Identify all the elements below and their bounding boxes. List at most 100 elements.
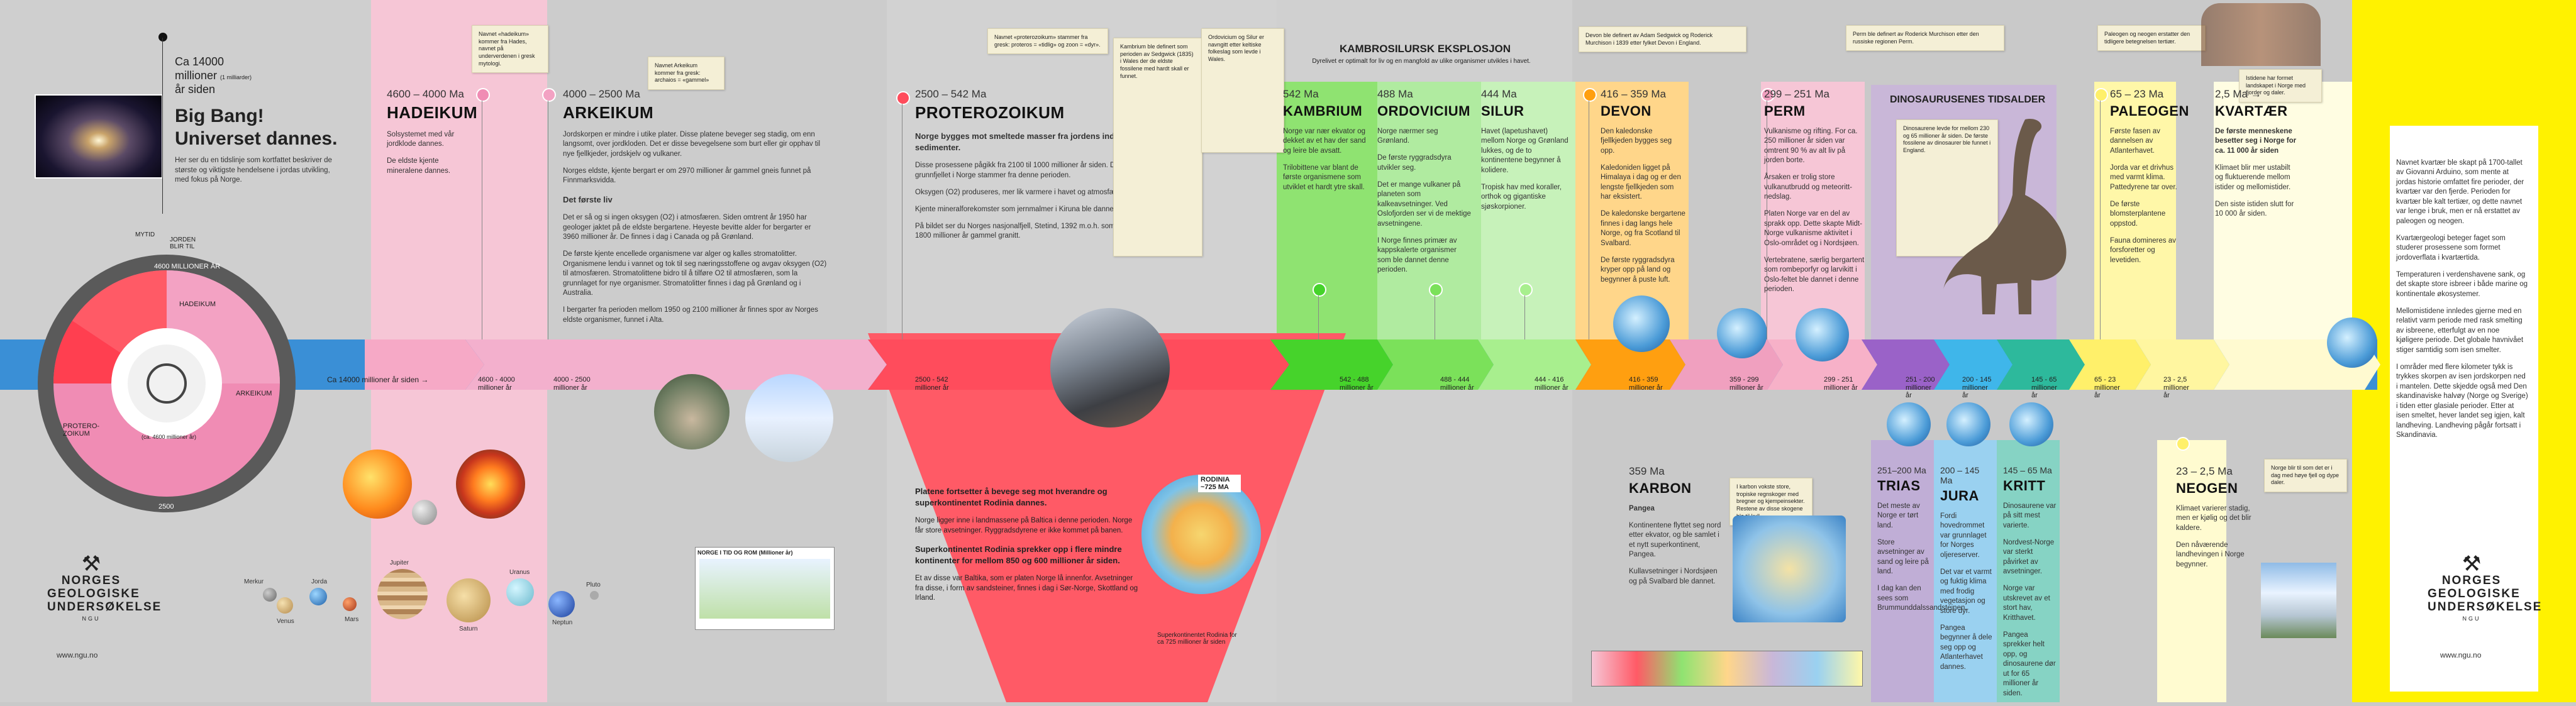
kambrium-title: KAMBRIUM: [1283, 103, 1363, 119]
arrow-proterozoikum: 2500 - 542 millioner år: [915, 376, 949, 392]
kritt-ma: 145 – 65 Ma: [2003, 465, 2052, 475]
right-p4: Mellomistidene innledes gjerne med en re…: [2396, 307, 2524, 354]
arkeikum-t5: I bergarter fra perioden mellom 1950 og …: [563, 306, 818, 324]
karbon-map: [1733, 516, 1846, 622]
dino-note: Dinosaurene levde for mellom 230 og 65 m…: [1896, 119, 1998, 256]
arkeikum-ma: 4000 – 2500 Ma: [563, 88, 640, 100]
ngu-logo-left: ⚒ NORGES GEOLOGISKE UNDERSØKELSE NGU: [47, 552, 162, 622]
intro-millioner-note: (1 milliarder): [220, 74, 252, 80]
kambrium-dot: [1313, 283, 1326, 297]
trias-block: 251–200 Ma TRIAS Det meste av Norge er t…: [1877, 465, 1967, 621]
proterozoic-wedge: [868, 333, 1346, 702]
kvartaer-block: 2,5 Ma → KVARTÆR De første menneskene be…: [2215, 88, 2300, 226]
neogen-ma: 23 – 2,5 Ma: [2176, 465, 2233, 477]
kambrium-t2: Trilobittene var blant de første organis…: [1283, 163, 1365, 191]
planet-label-neptun: Neptun: [552, 619, 573, 626]
trias-ma: 251–200 Ma: [1877, 465, 1926, 475]
ngu-hammer-icon: ⚒: [81, 552, 101, 576]
band-kritt: [1997, 440, 2060, 702]
kritt-t3: Norge var utskrevet av et stort hav, Kri…: [2003, 585, 2050, 622]
planet-label-pluto: Pluto: [586, 582, 601, 588]
proterozoikum-title: PROTEROZOIKUM: [915, 103, 1065, 122]
perm-t1: Vulkanisme og rifting. For ca. 250 milli…: [1764, 127, 1858, 165]
perm-block: 299 – 251 Ma PERM Vulkanisme og rifting.…: [1764, 88, 1865, 302]
intro-ca: Ca 14000: [175, 55, 225, 68]
devon-t3: De kaledonske bergartene finnes i dag la…: [1601, 210, 1685, 247]
jura-globe: [1946, 402, 1990, 446]
moon-image: [412, 500, 437, 525]
ngu-web-link-right[interactable]: www.ngu.no: [2440, 651, 2482, 659]
trias-t3: I dag kan den sees som Brummunddalssands…: [1877, 585, 1967, 612]
arkeikum-note: Navnet Arkeikum kommer fra gresk: archai…: [648, 57, 724, 91]
karbon-title: KARBON: [1629, 480, 1692, 496]
band-perm: [1761, 82, 1865, 346]
right-panel-text: Navnet kvartær ble skapt på 1700-tallet …: [2396, 151, 2528, 448]
clock-bottom: 2500: [158, 503, 174, 510]
kvartaer-title: KVARTÆR: [2215, 103, 2288, 119]
proterozoikum-lower-t2: Et av disse var Baltika, som er platen N…: [915, 575, 1138, 602]
rodinia-map: [1141, 475, 1261, 594]
right-p2: Kvartærgeologi beteger faget som studere…: [2396, 234, 2506, 262]
kritt-title: KRITT: [2003, 478, 2046, 494]
stromatolite-photo: [654, 374, 730, 450]
perm-t2: Årsaken er trolig store vulkanutbrudd og…: [1764, 174, 1852, 201]
paleogen-block: 65 – 23 Ma PALEOGEN Første fasen av dann…: [2110, 88, 2189, 273]
ordovicium-t2: De første ryggradsdyra utvikler seg.: [1377, 154, 1452, 172]
rodinia-caption: Superkontinentet Rodinia for ca 725 mill…: [1157, 632, 1237, 646]
arkeikum-t2: Norges eldste, kjente bergart er om 2970…: [563, 167, 811, 185]
band-trias: [1871, 440, 1934, 702]
paleogen-t4: Fauna domineres av forsforetter og levet…: [2110, 236, 2176, 264]
planet-label-jupiter: Jupiter: [390, 560, 409, 566]
ordovicium-t4: I Norge finnes primær av kappskalerte or…: [1377, 236, 1457, 274]
kvartaer-globe: [2327, 317, 2377, 368]
arrow-ordovicium: 488 - 444 millioner år: [1440, 376, 1474, 392]
uranus-planet: [506, 578, 534, 606]
intro-ar-siden: år siden: [175, 83, 216, 96]
ordovicium-dot: [1429, 283, 1443, 297]
trias-globe: [1887, 402, 1931, 446]
band-silur: [1481, 82, 1575, 346]
band-paleogen: [2094, 82, 2176, 346]
proterozoikum-dot: [896, 91, 910, 105]
jura-block: 200 – 145 Ma JURA Fordi hovedrommet var …: [1940, 465, 1994, 680]
devon-ma: 416 – 359 Ma: [1601, 88, 1666, 100]
kritt-t1: Dinosaurene var på sitt mest varierte.: [2003, 502, 2057, 529]
jura-t1: Fordi hovedrommet var grunnlaget for Nor…: [1940, 512, 1987, 559]
proterozoikum-lower-title2: Superkontinentet Rodinia sprekker opp i …: [915, 544, 1122, 565]
ngu-l3: UNDERSØKELSE: [47, 600, 162, 614]
proterozoikum-lower-t1: Norge ligger inne i landmassene på Balti…: [915, 517, 1133, 534]
silur-dot: [1519, 283, 1533, 297]
hadeikum-note: Navnet «hadeikum» kommer fra Hades, navn…: [472, 25, 548, 74]
devon-note: Devon ble definert av Adam Sedgwick og R…: [1579, 26, 1746, 53]
neogen-t1: Klimaet varierer stadig, men er kjølig o…: [2176, 504, 2251, 532]
jorda-planet: [309, 588, 327, 605]
timescale-strip: [1591, 651, 1863, 687]
ngu-l1: NORGES: [61, 574, 121, 587]
arkeikum-t4: De første kjente encellede organismene v…: [563, 250, 827, 297]
ngu-r-l3: UNDERSØKELSE: [2428, 600, 2543, 614]
jura-title: JURA: [1940, 488, 1979, 504]
perm-t4: Vertebratene, særlig bergartent som romb…: [1764, 256, 1865, 294]
jura-ma: 200 – 145 Ma: [1940, 465, 1980, 485]
neogen-note: Norge blir til som det er i dag med høye…: [2264, 459, 2347, 493]
ngu-web-link-left[interactable]: www.ngu.no: [57, 651, 98, 659]
silur-ma: 444 Ma: [1481, 88, 1517, 100]
planet-label-saturn: Saturn: [459, 626, 478, 632]
arrow-kambrium: 542 - 488 millioner år: [1340, 376, 1374, 392]
paleogen-t2: Jorda var et drivhus med varmt klima. Pa…: [2110, 163, 2177, 191]
planet-label-uranus: Uranus: [509, 569, 530, 576]
clock-arkeikum: ARKEIKUM: [236, 390, 272, 397]
band-kvartaer: [2214, 82, 2352, 346]
proterozoikum-t1: Disse prosessene pågikk fra 2100 til 100…: [915, 162, 1153, 179]
neptun-planet: [548, 591, 575, 617]
arkeikum-title: ARKEIKUM: [563, 103, 654, 122]
venus-planet: [277, 597, 293, 614]
arkeikum-block: 4000 – 2500 Ma ARKEIKUM Jordskorpen er m…: [563, 88, 827, 333]
karbon-sub: Pangea: [1629, 504, 1655, 512]
right-p3: Temperaturen i verdenshavene sank, og de…: [2396, 270, 2528, 298]
devon-t4: De første ryggradsdyra kryper opp på lan…: [1601, 256, 1675, 284]
earth-label: JORDEN BLIR TIL: [170, 236, 196, 250]
pluto-planet: [590, 591, 599, 600]
proterozoikum-lower: Platene fortsetter å bevege seg mot hver…: [915, 478, 1141, 610]
intro-desc: Her ser du en tidslinje som kortfattet b…: [175, 157, 332, 184]
